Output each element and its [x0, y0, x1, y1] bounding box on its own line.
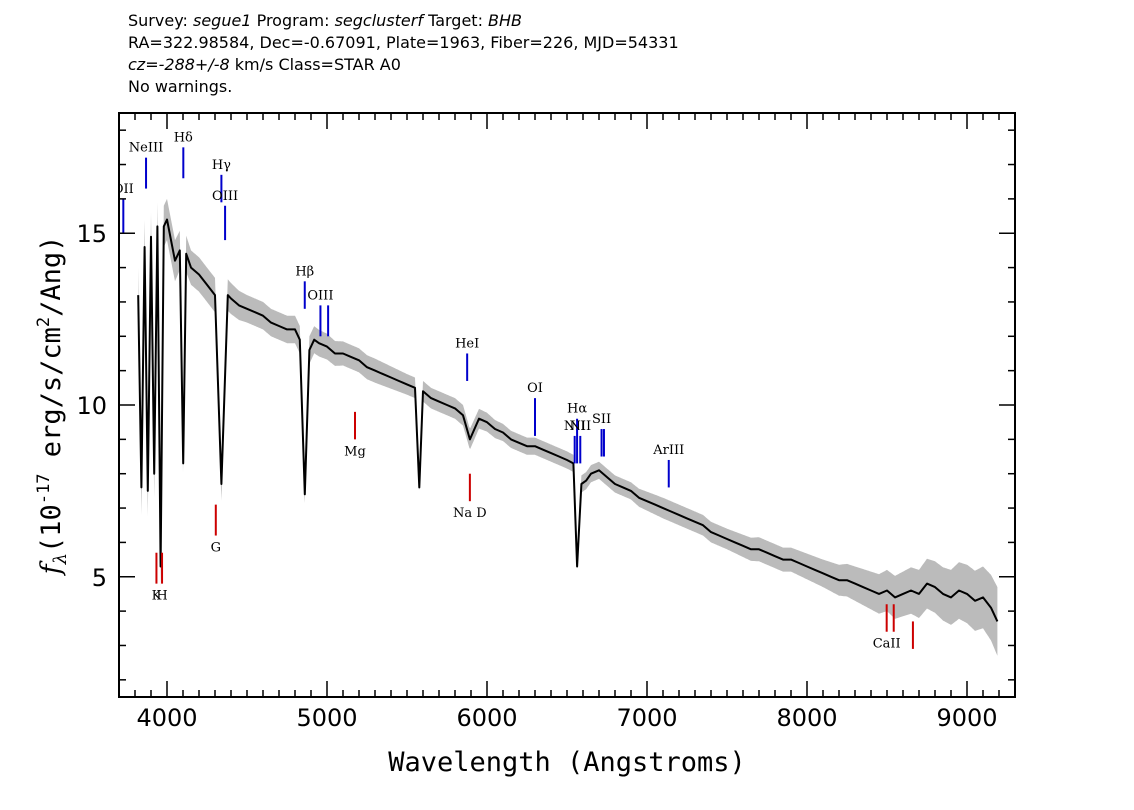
emission-line-label: Hα [567, 402, 587, 417]
y-axis-label: fλ(10-17 erg/s/cm2/Ang) [34, 236, 71, 577]
emission-line-label: OIII [307, 288, 333, 303]
class-text: Class=STAR A0 [278, 55, 401, 74]
x-axis-label: Wavelength (Angstroms) [388, 747, 746, 778]
y-axis-exp1: -17 [34, 473, 54, 504]
emission-line-label: OI [527, 381, 543, 396]
y-axis-mid: erg/s/cm [36, 327, 67, 473]
emission-line-label: Hδ [174, 130, 193, 145]
target-label: Target: [428, 11, 483, 30]
y-tick-label: 15 [76, 220, 107, 248]
x-tick-label: 6000 [456, 704, 517, 732]
header-line-redshift: cz=-288+/-8 km/s Class=STAR A0 [128, 54, 679, 76]
absorption-line-label: H [156, 589, 167, 604]
cz-label: cz= [128, 55, 159, 74]
emission-line-label: ArIII [652, 443, 684, 458]
absorption-line-label: G [211, 541, 221, 556]
target-value: BHB [488, 11, 523, 30]
y-axis-exp2: 2 [34, 317, 54, 327]
x-tick-label: 4000 [136, 704, 197, 732]
y-axis-prefix: (10 [36, 504, 67, 553]
emission-line-label: OII [113, 182, 134, 197]
x-tick-label: 7000 [616, 704, 677, 732]
header-line-coords: RA=322.98584, Dec=-0.67091, Plate=1963, … [128, 33, 679, 52]
cz-value: -288+/-8 [158, 55, 230, 74]
y-axis-subscript: λ [50, 553, 71, 565]
x-tick-label: 5000 [296, 704, 357, 732]
y-tick-label: 10 [76, 392, 107, 420]
flux-line [137, 218, 999, 622]
cz-units: km/s [234, 55, 274, 74]
emission-line-label: NII [569, 419, 591, 434]
emission-line-label: NII [564, 419, 586, 434]
y-tick-label: 5 [92, 564, 107, 592]
emission-line-label: Hγ [212, 158, 231, 173]
survey-value: segue1 [192, 11, 252, 30]
absorption-line-label: CaII [873, 637, 901, 652]
program-label: Program: [256, 11, 330, 30]
absorption-line-label: K [152, 589, 162, 604]
emission-line-label: SII [592, 412, 611, 427]
emission-line-label: Hβ [295, 264, 314, 279]
survey-label: Survey: [128, 11, 188, 30]
emission-line-label: OIII [212, 189, 238, 204]
program-value: segclusterf [334, 11, 423, 30]
absorption-line-label: Na D [453, 506, 487, 521]
emission-line-label: NeIII [129, 141, 163, 156]
x-tick-label: 9000 [936, 704, 997, 732]
flux-line-layer [137, 218, 999, 622]
noise-band-layer [138, 198, 998, 656]
absorption-line-label: Mg [344, 444, 366, 459]
x-tick-label: 8000 [776, 704, 837, 732]
header-line-survey: Survey: segue1 Program: segclusterf Targ… [128, 10, 679, 32]
spectrum-header: Survey: segue1 Program: segclusterf Targ… [128, 10, 679, 98]
axis-ticks-layer: 4000 5000 6000 7000 8000 9000 5 10 15 [76, 113, 1015, 732]
emission-line-label: HeI [455, 336, 479, 351]
noise-band [138, 198, 998, 656]
y-axis-suffix: /Ang) [36, 236, 67, 317]
y-axis-symbol: f [36, 560, 67, 576]
header-line-warnings: No warnings. [128, 77, 233, 96]
